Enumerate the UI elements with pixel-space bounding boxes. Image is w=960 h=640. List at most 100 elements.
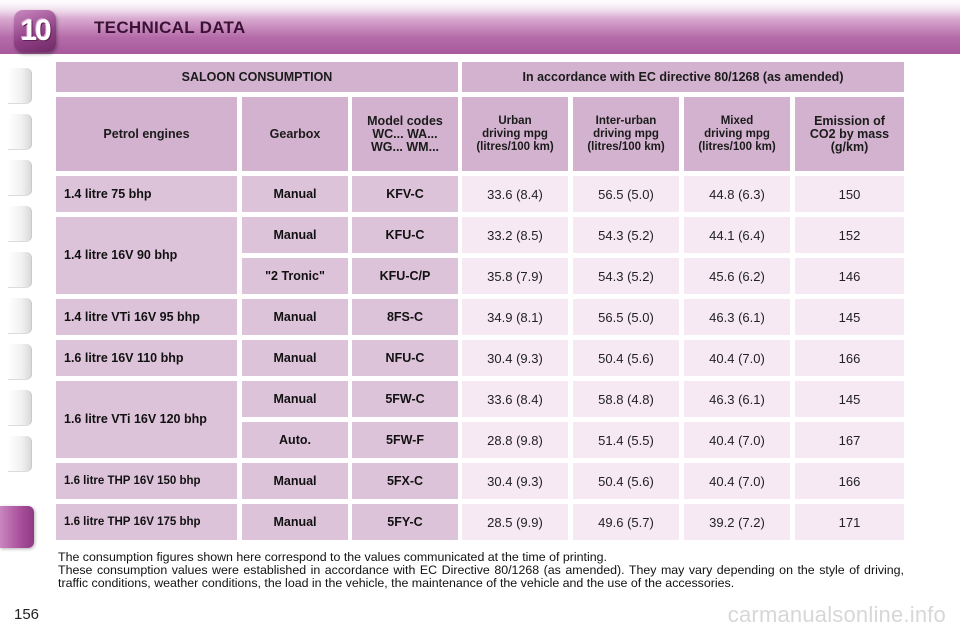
table-cell-code: 5FW-F (352, 422, 458, 458)
table-cell-mixed: 46.3 (6.1) (684, 381, 790, 417)
table-cell-gearbox: Manual (242, 176, 348, 212)
col-header-mixed: Mixed driving mpg (litres/100 km) (684, 97, 790, 171)
col-header-interurban-line1: Inter-urban (595, 114, 657, 127)
section-tab-4[interactable] (8, 206, 32, 242)
col-header-engine: Petrol engines (56, 97, 237, 171)
table-cell-code: KFU-C (352, 217, 458, 253)
row-engine-label: 1.6 litre 16V 110 bhp (56, 340, 237, 376)
col-header-emission: Emission of CO2 by mass (g/km) (795, 97, 904, 171)
page-number: 156 (14, 606, 40, 623)
chapter-header: 10 TECHNICAL DATA (0, 0, 960, 54)
col-header-model-codes-line2: WC... WA... (372, 126, 438, 141)
section-tab-7[interactable] (8, 344, 32, 380)
row-engine-label: 1.4 litre 75 bhp (56, 176, 237, 212)
table-cell-gearbox: Manual (242, 381, 348, 417)
row-engine-label: 1.4 litre VTi 16V 95 bhp (56, 299, 237, 335)
col-header-model-codes-line3: WG... WM... (370, 139, 440, 154)
section-tab-6[interactable] (8, 298, 32, 334)
section-tab-5[interactable] (8, 252, 32, 288)
row-engine-label: 1.6 litre THP 16V 175 bhp (56, 504, 237, 540)
table-cell-urban: 33.6 (8.4) (462, 381, 568, 417)
section-tab-2[interactable] (8, 114, 32, 150)
col-header-emission-line3: (g/km) (830, 139, 869, 154)
col-header-emission-line2: CO2 by mass (809, 126, 890, 141)
table-cell-urban: 28.5 (9.9) (462, 504, 568, 540)
table-cell-co2: 150 (795, 176, 904, 212)
table-cell-interurban: 50.4 (5.6) (573, 463, 679, 499)
table-cell-interurban: 54.3 (5.2) (573, 258, 679, 294)
table-cell-co2: 145 (795, 381, 904, 417)
row-engine-label: 1.6 litre THP 16V 150 bhp (56, 463, 237, 499)
table-cell-urban: 30.4 (9.3) (462, 463, 568, 499)
row-engine-label: 1.6 litre VTi 16V 120 bhp (56, 381, 237, 458)
table-cell-gearbox: Auto. (242, 422, 348, 458)
table-cell-gearbox: Manual (242, 340, 348, 376)
section-tab-strip (0, 68, 34, 573)
footnote-line2: These consumption values were establishe… (58, 563, 904, 590)
table-cell-mixed: 45.6 (6.2) (684, 258, 790, 294)
table-cell-urban: 28.8 (9.8) (462, 422, 568, 458)
table-cell-urban: 33.2 (8.5) (462, 217, 568, 253)
table-cell-code: KFU-C/P (352, 258, 458, 294)
table-cell-interurban: 58.8 (4.8) (573, 381, 679, 417)
table-directive: In accordance with EC directive 80/1268 … (462, 62, 904, 92)
section-tab-3[interactable] (8, 160, 32, 196)
col-header-urban: Urban driving mpg (litres/100 km) (462, 97, 568, 171)
table-cell-mixed: 44.8 (6.3) (684, 176, 790, 212)
footnote: The consumption figures shown here corre… (58, 551, 904, 590)
col-header-urban-line2: driving mpg (482, 127, 548, 140)
section-tab-1[interactable] (8, 68, 32, 104)
table-cell-gearbox: Manual (242, 299, 348, 335)
table-cell-mixed: 39.2 (7.2) (684, 504, 790, 540)
table-cell-gearbox: Manual (242, 463, 348, 499)
table-cell-interurban: 56.5 (5.0) (573, 299, 679, 335)
col-header-gearbox: Gearbox (242, 97, 348, 171)
table-cell-mixed: 40.4 (7.0) (684, 463, 790, 499)
section-tab-9[interactable] (8, 436, 32, 472)
chapter-badge: 10 (14, 10, 56, 52)
col-header-model-codes: Model codes WC... WA... WG... WM... (352, 97, 458, 171)
table-cell-interurban: 56.5 (5.0) (573, 176, 679, 212)
row-engine-label: 1.4 litre 16V 90 bhp (56, 217, 237, 294)
table-title: SALOON CONSUMPTION (56, 62, 458, 92)
footnote-line1: The consumption figures shown here corre… (58, 550, 607, 564)
table-cell-mixed: 44.1 (6.4) (684, 217, 790, 253)
table-cell-code: 8FS-C (352, 299, 458, 335)
col-header-model-codes-line1: Model codes (367, 113, 443, 128)
table-cell-urban: 30.4 (9.3) (462, 340, 568, 376)
table-cell-interurban: 50.4 (5.6) (573, 340, 679, 376)
table-cell-co2: 166 (795, 463, 904, 499)
table-cell-mixed: 46.3 (6.1) (684, 299, 790, 335)
col-header-mixed-line2: driving mpg (704, 127, 770, 140)
col-header-interurban: Inter-urban driving mpg (litres/100 km) (573, 97, 679, 171)
section-tab-8[interactable] (8, 390, 32, 426)
col-header-urban-line1: Urban (498, 114, 532, 127)
table-cell-urban: 34.9 (8.1) (462, 299, 568, 335)
table-cell-interurban: 54.3 (5.2) (573, 217, 679, 253)
col-header-interurban-line2: driving mpg (593, 127, 659, 140)
table-cell-code: 5FX-C (352, 463, 458, 499)
table-cell-urban: 33.6 (8.4) (462, 176, 568, 212)
chapter-title: TECHNICAL DATA (94, 18, 246, 37)
table-cell-co2: 145 (795, 299, 904, 335)
col-header-emission-line1: Emission of (814, 113, 885, 128)
col-header-urban-line3: (litres/100 km) (476, 140, 554, 153)
table-cell-mixed: 40.4 (7.0) (684, 422, 790, 458)
col-header-mixed-line3: (litres/100 km) (698, 140, 776, 153)
col-header-interurban-line3: (litres/100 km) (587, 140, 665, 153)
table-cell-co2: 146 (795, 258, 904, 294)
header-shine (0, 0, 960, 18)
table-cell-urban: 35.8 (7.9) (462, 258, 568, 294)
watermark: carmanualsonline.info (727, 602, 946, 627)
table-cell-gearbox: "2 Tronic" (242, 258, 348, 294)
table-cell-co2: 166 (795, 340, 904, 376)
table-cell-mixed: 40.4 (7.0) (684, 340, 790, 376)
table-cell-co2: 167 (795, 422, 904, 458)
table-cell-gearbox: Manual (242, 217, 348, 253)
table-cell-co2: 171 (795, 504, 904, 540)
section-tab-10-active[interactable] (0, 506, 34, 548)
table-cell-code: KFV-C (352, 176, 458, 212)
table-cell-code: 5FY-C (352, 504, 458, 540)
table-cell-interurban: 51.4 (5.5) (573, 422, 679, 458)
table-cell-co2: 152 (795, 217, 904, 253)
